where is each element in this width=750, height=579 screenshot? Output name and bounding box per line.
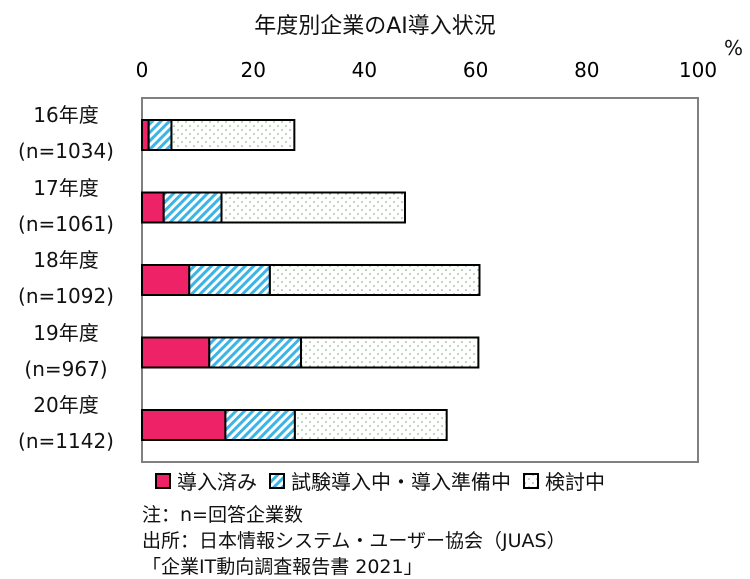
- y-category-year: 18年度: [33, 248, 99, 272]
- x-tick-label: 0: [136, 58, 149, 82]
- bar-segment-series-2: [300, 336, 480, 369]
- bar-segment-series-0: [141, 409, 227, 441]
- legend-swatch: [523, 472, 539, 489]
- y-category-n: (n=1092): [18, 284, 114, 308]
- y-category-year: 19年度: [33, 320, 99, 345]
- chart-title: 年度別企業のAI導入状況: [254, 14, 496, 39]
- bar-segment-series-2: [293, 409, 448, 441]
- x-tick-label: 60: [463, 58, 488, 82]
- y-category-year: 16年度: [33, 103, 99, 127]
- y-category-label: 19年度 (n=967): [0, 319, 132, 383]
- note-line-1: 注：n=回答企業数: [142, 504, 303, 526]
- y-category-n: (n=967): [24, 356, 108, 381]
- x-tick-label: 80: [574, 58, 599, 82]
- bar-segment-series-2: [220, 191, 406, 224]
- note-line-2: 出所：日本情報システム・ユーザー協会（JUAS）: [142, 530, 566, 552]
- y-category-n: (n=1142): [18, 429, 114, 453]
- bar-segment-series-1: [162, 191, 223, 224]
- y-category-n: (n=1061): [18, 211, 114, 236]
- legend-item-series-0: 導入済み: [155, 466, 257, 495]
- legend-label: 検討中: [545, 470, 605, 494]
- x-tick-label: 100: [679, 58, 717, 82]
- bar-segment-series-0: [141, 336, 211, 369]
- x-tick-label: 20: [240, 58, 265, 82]
- bar-segment-series-0: [141, 119, 150, 151]
- y-category-year: 17年度: [33, 175, 99, 200]
- legend-item-series-1: 試験導入中・導入準備中: [269, 466, 511, 495]
- legend: 導入済み 試験導入中・導入準備中 検討中: [155, 466, 617, 495]
- bar-segment-series-1: [188, 264, 271, 296]
- y-category-label: 18年度 (n=1092): [0, 246, 132, 310]
- legend-swatch: [269, 472, 285, 489]
- bar-segment-series-2: [268, 264, 481, 296]
- y-category-n: (n=1034): [18, 139, 114, 163]
- note-line-3: 「企業IT動向調査報告書 2021」: [142, 556, 423, 578]
- y-category-label: 20年度 (n=1142): [0, 391, 132, 455]
- legend-label: 試験導入中・導入準備中: [291, 470, 511, 494]
- legend-item-series-2: 検討中: [523, 466, 605, 495]
- bar-segment-series-0: [141, 264, 191, 296]
- legend-swatch: [155, 472, 171, 489]
- y-category-label: 17年度 (n=1061): [0, 174, 132, 238]
- bar-segment-series-1: [208, 336, 303, 369]
- bar-segment-series-2: [170, 119, 296, 151]
- y-category-year: 20年度: [33, 393, 99, 417]
- bar-segment-series-1: [147, 119, 173, 151]
- legend-label: 導入済み: [177, 470, 257, 494]
- bar-segment-series-0: [141, 191, 165, 224]
- y-category-label: 16年度 (n=1034): [0, 101, 132, 165]
- bar-segment-series-1: [224, 409, 296, 441]
- x-tick-label: 40: [352, 58, 377, 82]
- axis-unit-label: %: [724, 36, 744, 60]
